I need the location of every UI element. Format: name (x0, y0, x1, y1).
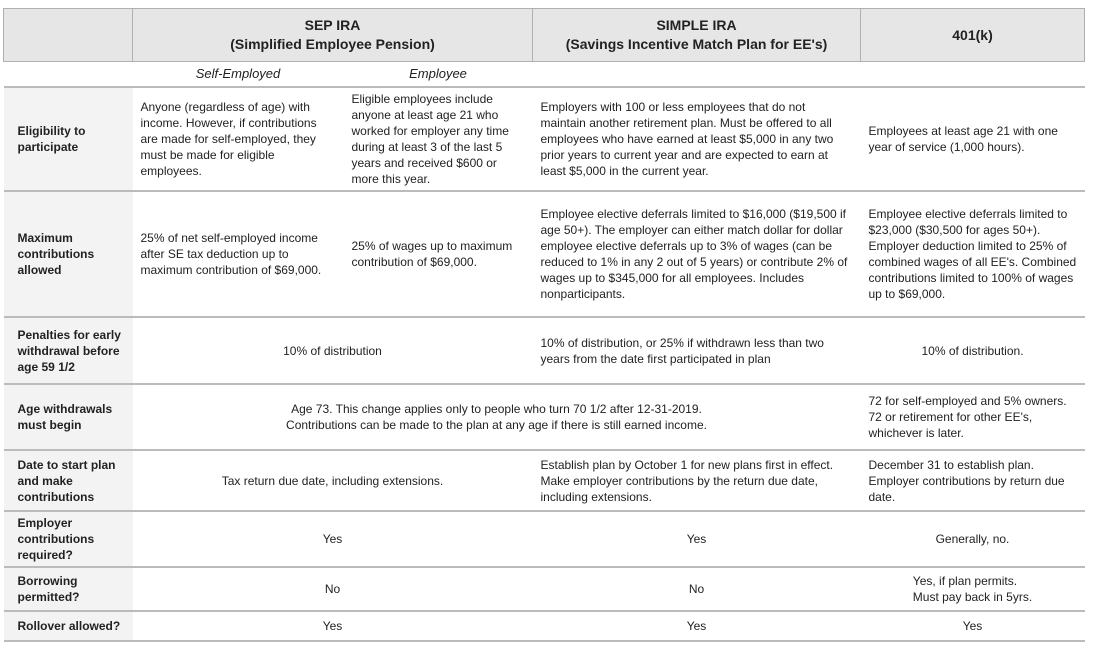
corner (3, 8, 133, 62)
comparison-table: SEP IRA (Simplified Employee Pension) SIM… (3, 8, 1085, 642)
cell: Employers with 100 or less employees tha… (532, 87, 861, 192)
cell: 10% of distribution. (860, 317, 1085, 385)
row-label: Borrowing permitted? (3, 567, 133, 612)
row-label: Rollover allowed? (3, 611, 133, 642)
cell-lines: Age 73. This change applies only to peop… (141, 401, 853, 433)
cell: Yes (132, 511, 533, 568)
table-row: Maximum contributions allowed 25% of net … (3, 191, 1085, 318)
cell: Yes (532, 511, 861, 568)
cell: Yes (132, 611, 533, 642)
header-subtitle: (Savings Incentive Match Plan for EE's) (565, 36, 828, 52)
row-label: Age withdrawals must begin (3, 384, 133, 451)
cell: 25% of net self-employed income after SE… (132, 191, 344, 318)
simple-header: SIMPLE IRA (Savings Incentive Match Plan … (532, 8, 861, 62)
table-body: Eligibility to participate Anyone (regard… (3, 87, 1085, 642)
row-label: Penalties for early withdrawal before ag… (3, 317, 133, 385)
cell-line: 72 for self-employed and 5% owners. (868, 394, 1067, 408)
table-row: Rollover allowed? Yes Yes Yes (3, 611, 1085, 642)
cell: Anyone (regardless of age) with income. … (132, 87, 344, 192)
row-label: Employer contributions required? (3, 511, 133, 568)
row-label: Date to start plan and make contribution… (3, 450, 133, 512)
cell: Tax return due date, including extension… (132, 450, 533, 512)
row-label: Eligibility to participate (3, 87, 133, 192)
cell: Employee elective deferrals limited to $… (532, 191, 861, 318)
cell: Yes (532, 611, 861, 642)
cell: Employee elective deferrals limited to $… (860, 191, 1085, 318)
cell: 72 for self-employed and 5% owners. 72 or… (860, 384, 1085, 451)
cell: Age 73. This change applies only to peop… (132, 384, 861, 451)
header-title: SEP IRA (304, 17, 361, 33)
cell-line: Contributions can be made to the plan at… (286, 418, 707, 432)
sep-header: SEP IRA (Simplified Employee Pension) (132, 8, 533, 62)
cell-line: Yes, if plan permits. (912, 574, 1018, 588)
cell: No (132, 567, 533, 612)
cell: 25% of wages up to maximum contribution … (343, 191, 533, 318)
cell-line: Age 73. This change applies only to peop… (291, 402, 702, 416)
cell-lines: Yes, if plan permits. Must pay back in 5y… (913, 573, 1032, 605)
cell-line: 72 or retirement for other EE's, whichev… (868, 410, 1033, 440)
table-row: Age withdrawals must begin Age 73. This c… (3, 384, 1085, 451)
header-subtitle: (Simplified Employee Pension) (230, 36, 435, 52)
cell: 10% of distribution, or 25% if withdrawn… (532, 317, 861, 385)
blank (532, 61, 861, 88)
corner (3, 61, 133, 88)
cell: No (532, 567, 861, 612)
table-row: Date to start plan and make contribution… (3, 450, 1085, 512)
table-row: Employer contributions required? Yes Yes Ge… (3, 511, 1085, 568)
table-row: Eligibility to participate Anyone (regard… (3, 87, 1085, 192)
k401-header: 401(k) (860, 8, 1085, 62)
table-row: Borrowing permitted? No No Yes, if plan per… (3, 567, 1085, 612)
cell: 10% of distribution (132, 317, 533, 385)
subheader: Employee (343, 61, 533, 88)
cell: Establish plan by October 1 for new plan… (532, 450, 861, 512)
cell: Generally, no. (860, 511, 1085, 568)
table-row: Penalties for early withdrawal before ag… (3, 317, 1085, 385)
header-title: SIMPLE IRA (656, 17, 737, 33)
row-label: Maximum contributions allowed (3, 191, 133, 318)
cell: Eligible employees include anyone at lea… (343, 87, 533, 192)
blank (860, 61, 1085, 88)
cell: December 31 to establish plan. Employer … (860, 450, 1085, 512)
cell: Yes (860, 611, 1085, 642)
cell: Yes, if plan permits. Must pay back in 5y… (860, 567, 1085, 612)
subheader: Self-Employed (132, 61, 344, 88)
cell-line: Must pay back in 5yrs. (912, 590, 1033, 604)
cell-lines: 72 for self-employed and 5% owners. 72 or… (869, 393, 1077, 441)
cell: Employees at least age 21 with one year … (860, 87, 1085, 192)
